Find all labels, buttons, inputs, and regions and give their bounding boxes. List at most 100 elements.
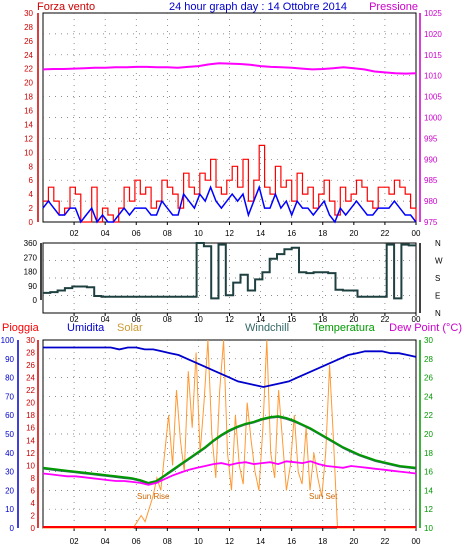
wind-speed-axis-tick: 10	[24, 148, 33, 157]
pressure-axis-tick: 990	[424, 155, 438, 164]
x-tick-label: 10	[194, 315, 203, 324]
humidity-line	[43, 346, 417, 388]
rain-solar-axis-tick: 10	[26, 461, 35, 470]
temperature-axis-tick: 30	[424, 336, 433, 345]
weather-series	[42, 339, 417, 529]
x-tick-label: 04	[101, 229, 110, 238]
x-tick-label: 04	[101, 537, 110, 546]
wind-speed-axis-tick: 6	[29, 176, 34, 185]
x-tick-label: 22	[380, 537, 389, 546]
x-tick-label: 16	[287, 315, 296, 324]
wind-speed-axis-tick: 20	[24, 79, 33, 88]
wind-direction-series	[43, 242, 416, 300]
rain-solar-axis-tick: 26	[26, 361, 35, 370]
wind-speed-axis-tick: 12	[24, 134, 33, 143]
humidity-axis-tick: 40	[5, 449, 14, 458]
dewpoint-line	[42, 460, 417, 486]
x-tick-label: 12	[225, 229, 234, 238]
humidity-axis-tick: 0	[10, 524, 15, 533]
pressure-label: Pressione	[369, 1, 418, 13]
wind-speed-axis-tick: 28	[24, 23, 33, 32]
x-tick-label: 22	[380, 229, 389, 238]
x-tick-label: 20	[349, 537, 358, 546]
pressure-axis-tick: 985	[424, 176, 438, 185]
wind-speed-axis-tick: 4	[29, 190, 34, 199]
x-tick-label: 16	[287, 229, 296, 238]
wind-direction-compass-axis-tick: N	[435, 309, 441, 318]
temperature-axis-tick: 10	[424, 524, 433, 533]
pressure-axis-tick: 1010	[424, 72, 442, 81]
x-tick-label: 16	[287, 537, 296, 546]
rain-solar-axis-tick: 22	[26, 386, 35, 395]
pressure-axis-tick: 1025	[424, 9, 442, 18]
pressure-axis-tick: 995	[424, 134, 438, 143]
wind-speed-axis-tick: 22	[24, 65, 33, 74]
x-tick-label: 02	[70, 229, 79, 238]
pressure-axis-tick: 1015	[424, 51, 442, 60]
temperature-axis-tick: 22	[424, 411, 433, 420]
wind-direction-time-axis: 02 04 06 08 10 12 14 16 18 20 22 00	[70, 313, 421, 324]
x-tick-label: 22	[380, 315, 389, 324]
wind-direction-degree-axis-tick: 180	[24, 268, 38, 277]
x-tick-label: 06	[132, 315, 141, 324]
weather-time-axis: 02 04 06 08 10 12 14 16 18 20 22 00	[70, 528, 421, 546]
wind-speed-axis-tick: 30	[24, 9, 33, 18]
wind-pressure-series	[42, 62, 417, 224]
x-tick-label: 02	[70, 537, 79, 546]
wind-speed-axis-tick: 18	[24, 93, 33, 102]
x-tick-label: 02	[70, 315, 79, 324]
x-tick-label: 08	[163, 229, 172, 238]
humidity-axis-tick: 90	[5, 355, 14, 364]
temperature-line	[42, 415, 417, 484]
x-tick-label: 00	[412, 315, 421, 324]
wind-pressure-grid	[43, 13, 416, 222]
rain-solar-axis-tick: 18	[26, 411, 35, 420]
wind-direction-grid	[43, 243, 416, 313]
humidity-axis-tick: 60	[5, 411, 14, 420]
temperature-axis-tick: 26	[424, 374, 433, 383]
x-tick-label: 04	[101, 315, 110, 324]
dewpoint-label: Dew Point (°C)	[389, 322, 462, 334]
humidity-axis-tick: 10	[5, 505, 14, 514]
wind-gust-line	[43, 144, 417, 223]
temperature-axis-tick: 24	[424, 392, 433, 401]
wind-direction-degree-axis-tick: 0	[33, 296, 38, 305]
humidity-axis-tick: 80	[5, 374, 14, 383]
pressure-axis-tick: 1000	[424, 114, 442, 123]
x-tick-label: 14	[256, 537, 265, 546]
rain-solar-axis-tick: 4	[31, 499, 36, 508]
rain-solar-axis-tick: 28	[26, 349, 35, 358]
x-tick-label: 06	[132, 229, 141, 238]
pressure-axis-tick: 980	[424, 197, 438, 206]
x-tick-label: 08	[163, 315, 172, 324]
rain-solar-axis-tick: 24	[26, 374, 35, 383]
humidity-axis-tick: 50	[5, 430, 14, 439]
wind-speed-axis-tick: 14	[24, 120, 33, 129]
wind-pressure-time-axis: 02 04 06 08 10 12 14 16 18 20 22 00	[70, 222, 421, 238]
pressure-axis-tick: 1020	[424, 30, 442, 39]
humidity-axis-tick: 30	[5, 468, 14, 477]
wind-direction-degree-axis-tick: 360	[24, 239, 38, 248]
rain-solar-axis-tick: 20	[26, 399, 35, 408]
x-tick-label: 12	[225, 315, 234, 324]
wind-direction-degree-axis: 360 270 180 90 0	[24, 239, 42, 305]
wind-direction-compass-axis-tick: S	[435, 274, 440, 283]
x-tick-label: 20	[349, 315, 358, 324]
solar-label: Solar	[117, 322, 143, 334]
x-tick-label: 20	[349, 229, 358, 238]
wind-direction-compass-axis-tick: E	[435, 292, 440, 301]
wind-direction-degree-axis-tick: 270	[24, 253, 38, 262]
rain-solar-axis-tick: 30	[26, 336, 35, 345]
x-tick-label: 14	[256, 315, 265, 324]
x-tick-label: 06	[132, 537, 141, 546]
x-tick-label: 00	[412, 229, 421, 238]
wind-speed-axis-tick: 8	[29, 162, 34, 171]
pressure-line	[42, 62, 417, 75]
sunrise-annotation: Sun Rise	[137, 492, 170, 501]
temperature-axis-tick: 28	[424, 355, 433, 364]
x-tick-label: 00	[412, 537, 421, 546]
